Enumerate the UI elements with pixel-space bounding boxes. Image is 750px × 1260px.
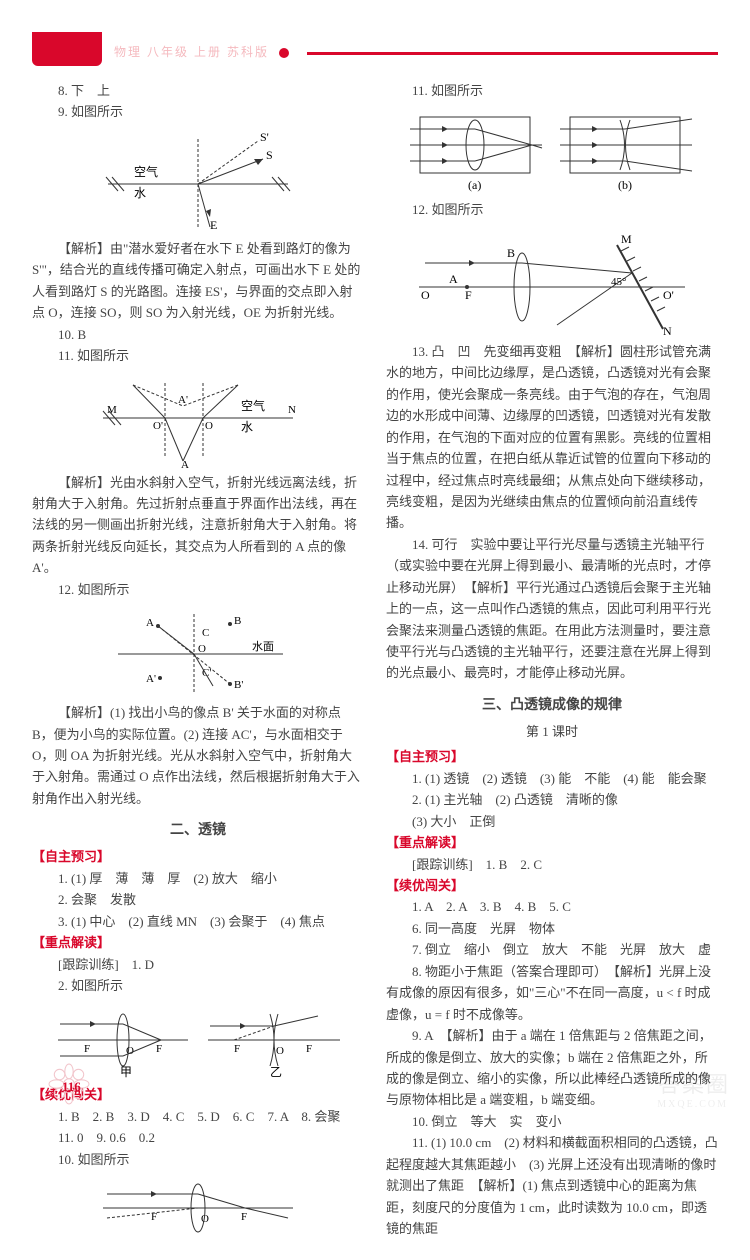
zdjd-2: 2. 如图所示 (32, 975, 364, 996)
xygg-row1: 1. B 2. B 3. D 4. C 5. D 6. C 7. A 8. 会聚 (32, 1106, 364, 1127)
answer-12r: 12. 如图所示 (386, 199, 718, 220)
svg-text:F: F (156, 1043, 162, 1055)
svg-text:A': A' (178, 394, 188, 406)
page-number: 116 (62, 1076, 81, 1097)
header-bar: 物理 八年级 上册 苏科版 (32, 40, 718, 66)
answer-10: 10. B (32, 324, 364, 345)
svg-text:水: 水 (134, 186, 146, 200)
zizhu-3: 3. (1) 中心 (2) 直线 MN (3) 会聚于 (4) 焦点 (32, 911, 364, 932)
two-column-layout: 8. 下 上 9. 如图所示 空气 水 S S' E (32, 80, 718, 1240)
zizhu-1: 1. (1) 厚 薄 薄 厚 (2) 放大 缩小 (32, 868, 364, 889)
zizhu-r3: (3) 大小 正倒 (386, 811, 718, 832)
xygg-r6: 6. 同一高度 光屏 物体 (386, 918, 718, 939)
answer-11r: 11. 如图所示 (386, 80, 718, 101)
svg-text:N: N (663, 324, 672, 337)
svg-text:N: N (288, 404, 296, 416)
svg-text:E: E (210, 218, 217, 232)
xygg-r8: 8. 物距小于焦距（答案合理即可） 【解析】光屏上没有成像的原因有很多，如"三心… (386, 961, 718, 1025)
svg-text:(a): (a) (468, 178, 481, 192)
zizhu-label-r: 【自主预习】 (386, 746, 718, 767)
page-root: 物理 八年级 上册 苏科版 8. 下 上 9. 如图所示 空气 水 S (0, 0, 750, 1260)
diagram-refraction-1: 空气 水 S S' E (32, 129, 364, 234)
xygg-label-r: 【续优闯关】 (386, 875, 718, 896)
svg-text:空气: 空气 (134, 164, 158, 179)
svg-text:S: S (266, 148, 273, 162)
svg-text:F: F (465, 288, 472, 302)
svg-text:B: B (234, 615, 241, 627)
svg-text:O: O (421, 288, 430, 302)
svg-text:O': O' (663, 288, 674, 302)
answer-14: 14. 可行 实验中要让平行光尽量与透镜主光轴平行（或实验中要在光屏上得到最小、… (386, 534, 718, 684)
analysis-2: 【解析】光由水斜射入空气，折射光线远离法线，折射角大于入射角。先过折射点垂直于界… (32, 472, 364, 579)
svg-text:B': B' (234, 679, 243, 691)
svg-text:O: O (276, 1045, 284, 1057)
red-dot-icon (279, 48, 289, 58)
svg-text:(b): (b) (618, 178, 632, 192)
zdjd-label-r: 【重点解读】 (386, 832, 718, 853)
diagram-lens-boxes: (a) (b) (386, 107, 718, 195)
header-rule (307, 52, 718, 55)
answer-13: 13. 凸 凹 先变细再变粗 【解析】圆柱形试管充满水的地方，中间比边缘厚，是凸… (386, 341, 718, 534)
diagram-refraction-3: 水面 O A B A' B' C' C (32, 606, 364, 698)
svg-text:B: B (507, 246, 515, 260)
svg-text:A': A' (146, 673, 156, 685)
zizhu-label: 【自主预习】 (32, 846, 364, 867)
svg-text:空气: 空气 (241, 398, 265, 413)
svg-text:F: F (241, 1211, 247, 1223)
svg-text:C': C' (202, 667, 211, 679)
answer-9: 9. 如图所示 (32, 101, 364, 122)
svg-text:M: M (107, 404, 117, 416)
section-2-title: 二、透镜 (32, 819, 364, 842)
diagram-refraction-2: M N 空气 水 O' O A A' (32, 373, 364, 468)
zdjd-label: 【重点解读】 (32, 932, 364, 953)
svg-text:F: F (84, 1043, 90, 1055)
svg-text:水面: 水面 (252, 640, 274, 653)
svg-text:C: C (202, 627, 209, 639)
svg-text:S': S' (260, 130, 269, 144)
svg-text:乙: 乙 (270, 1065, 282, 1079)
svg-text:A: A (449, 272, 458, 286)
xygg-r7: 7. 倒立 缩小 倒立 放大 不能 光屏 放大 虚 (386, 939, 718, 960)
zdjd-r1: [跟踪训练] 1. B 2. C (386, 854, 718, 875)
zizhu-r1: 1. (1) 透镜 (2) 透镜 (3) 能 不能 (4) 能 能会聚 (386, 768, 718, 789)
svg-text:F: F (234, 1043, 240, 1055)
svg-text:O: O (201, 1213, 209, 1225)
lesson-1-label: 第 1 课时 (386, 721, 718, 742)
svg-text:45°: 45° (611, 276, 626, 288)
svg-text:水: 水 (241, 420, 253, 434)
diagram-mirror-lens: O F O' M N B (386, 227, 718, 337)
zizhu-2: 2. 会聚 发散 (32, 889, 364, 910)
answer-12: 12. 如图所示 (32, 579, 364, 600)
analysis-3: 【解析】(1) 找出小鸟的像点 B' 关于水面的对称点 B，便为小鸟的实际位置。… (32, 702, 364, 809)
svg-text:O: O (126, 1045, 134, 1057)
xygg-r1: 1. A 2. A 3. B 4. B 5. C (386, 896, 718, 917)
header-title: 物理 八年级 上册 苏科版 (114, 43, 269, 63)
zdjd-1: [跟踪训练] 1. D (32, 954, 364, 975)
svg-text:O: O (205, 420, 213, 432)
answer-8: 8. 下 上 (32, 80, 364, 101)
header-tab (32, 32, 102, 66)
xygg-row2: 11. 0 9. 0.6 0.2 (32, 1127, 364, 1148)
svg-text:甲: 甲 (120, 1065, 132, 1079)
svg-text:F: F (306, 1043, 312, 1055)
xygg-10: 10. 如图所示 (32, 1149, 364, 1170)
diagram-lens-single: F F O (32, 1176, 364, 1236)
zizhu-r2: 2. (1) 主光轴 (2) 凸透镜 清晰的像 (386, 789, 718, 810)
section-3-title: 三、凸透镜成像的规律 (386, 694, 718, 717)
xygg-r11: 11. (1) 10.0 cm (2) 材料和横截面积相同的凸透镜，凸起程度越大… (386, 1132, 718, 1239)
svg-text:A: A (181, 459, 189, 468)
svg-text:O: O (198, 643, 206, 655)
watermark-url: MXQE.COM (657, 1097, 728, 1114)
answer-11: 11. 如图所示 (32, 345, 364, 366)
svg-text:M: M (621, 232, 632, 246)
xygg-r10: 10. 倒立 等大 实 变小 (386, 1111, 718, 1132)
svg-text:O': O' (153, 420, 163, 432)
analysis-1: 【解析】由"潜水爱好者在水下 E 处看到路灯的像为 S'"，结合光的直线传播可确… (32, 238, 364, 324)
svg-text:A: A (146, 617, 154, 629)
